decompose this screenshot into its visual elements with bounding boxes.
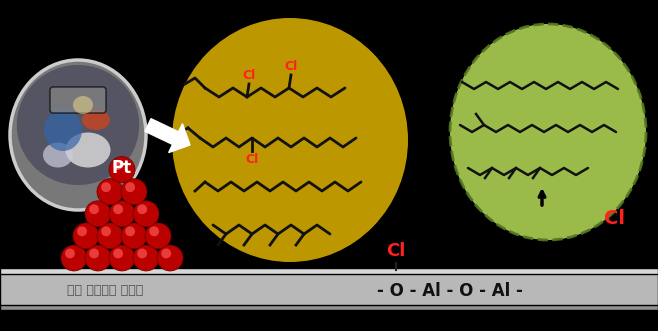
Circle shape bbox=[77, 226, 87, 236]
Ellipse shape bbox=[172, 18, 408, 262]
Circle shape bbox=[145, 223, 171, 249]
Circle shape bbox=[101, 226, 111, 236]
Circle shape bbox=[89, 204, 99, 214]
Circle shape bbox=[113, 204, 123, 214]
Circle shape bbox=[161, 249, 171, 259]
Ellipse shape bbox=[17, 65, 139, 185]
Circle shape bbox=[97, 179, 123, 205]
Text: Cl: Cl bbox=[284, 60, 297, 73]
Ellipse shape bbox=[44, 109, 82, 151]
Circle shape bbox=[101, 182, 111, 192]
Text: Cl: Cl bbox=[242, 69, 255, 82]
Ellipse shape bbox=[66, 132, 111, 167]
Text: - O - Al - O - Al -: - O - Al - O - Al - bbox=[377, 282, 523, 300]
Text: Cl: Cl bbox=[604, 209, 625, 227]
Circle shape bbox=[109, 245, 135, 271]
Circle shape bbox=[133, 245, 159, 271]
Circle shape bbox=[138, 204, 147, 214]
Circle shape bbox=[133, 201, 159, 227]
Circle shape bbox=[125, 226, 135, 236]
Circle shape bbox=[113, 160, 123, 170]
Circle shape bbox=[113, 249, 123, 259]
Ellipse shape bbox=[73, 96, 93, 114]
Text: 감마 알루미나 지지체: 감마 알루미나 지지체 bbox=[67, 285, 143, 298]
Circle shape bbox=[157, 245, 183, 271]
Circle shape bbox=[65, 249, 75, 259]
Circle shape bbox=[125, 182, 135, 192]
Circle shape bbox=[61, 245, 87, 271]
FancyBboxPatch shape bbox=[50, 87, 106, 113]
Ellipse shape bbox=[10, 60, 146, 210]
FancyArrow shape bbox=[145, 119, 190, 153]
Circle shape bbox=[97, 223, 123, 249]
Circle shape bbox=[149, 226, 159, 236]
Circle shape bbox=[138, 249, 147, 259]
Text: Cl: Cl bbox=[245, 153, 259, 166]
Text: Pt: Pt bbox=[112, 159, 132, 177]
Ellipse shape bbox=[450, 24, 646, 240]
Text: Cl: Cl bbox=[386, 242, 406, 260]
FancyBboxPatch shape bbox=[0, 268, 658, 310]
Circle shape bbox=[89, 249, 99, 259]
Ellipse shape bbox=[82, 110, 110, 130]
Circle shape bbox=[121, 179, 147, 205]
Circle shape bbox=[85, 245, 111, 271]
FancyBboxPatch shape bbox=[0, 305, 658, 310]
FancyBboxPatch shape bbox=[0, 268, 658, 274]
Circle shape bbox=[85, 201, 111, 227]
Circle shape bbox=[109, 157, 135, 183]
Circle shape bbox=[121, 223, 147, 249]
Circle shape bbox=[109, 201, 135, 227]
Ellipse shape bbox=[43, 143, 73, 167]
Circle shape bbox=[73, 223, 99, 249]
